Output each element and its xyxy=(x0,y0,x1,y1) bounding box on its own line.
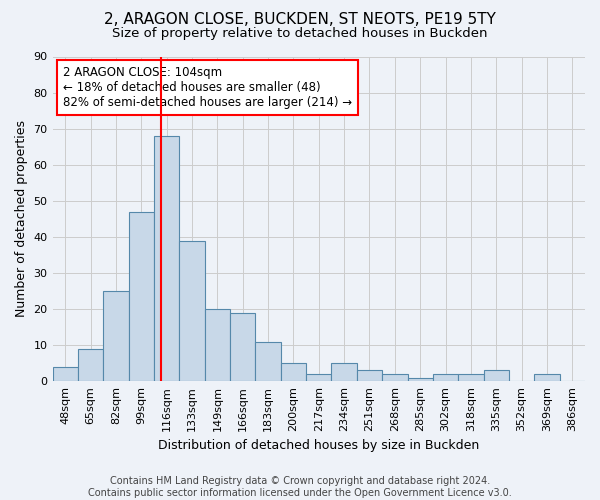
Text: Size of property relative to detached houses in Buckden: Size of property relative to detached ho… xyxy=(112,28,488,40)
Bar xyxy=(407,378,433,382)
Bar xyxy=(179,240,205,382)
Bar xyxy=(205,309,230,382)
Bar xyxy=(331,364,357,382)
Bar xyxy=(78,349,103,382)
X-axis label: Distribution of detached houses by size in Buckden: Distribution of detached houses by size … xyxy=(158,440,479,452)
Bar xyxy=(484,370,509,382)
Bar xyxy=(53,367,78,382)
Bar xyxy=(534,374,560,382)
Bar xyxy=(382,374,407,382)
Bar xyxy=(357,370,382,382)
Bar xyxy=(230,312,256,382)
Bar xyxy=(103,291,128,382)
Bar xyxy=(458,374,484,382)
Bar xyxy=(154,136,179,382)
Text: 2, ARAGON CLOSE, BUCKDEN, ST NEOTS, PE19 5TY: 2, ARAGON CLOSE, BUCKDEN, ST NEOTS, PE19… xyxy=(104,12,496,28)
Bar xyxy=(281,364,306,382)
Y-axis label: Number of detached properties: Number of detached properties xyxy=(15,120,28,318)
Bar xyxy=(433,374,458,382)
Text: 2 ARAGON CLOSE: 104sqm
← 18% of detached houses are smaller (48)
82% of semi-det: 2 ARAGON CLOSE: 104sqm ← 18% of detached… xyxy=(63,66,352,109)
Text: Contains HM Land Registry data © Crown copyright and database right 2024.
Contai: Contains HM Land Registry data © Crown c… xyxy=(88,476,512,498)
Bar xyxy=(256,342,281,382)
Bar xyxy=(306,374,331,382)
Bar xyxy=(128,212,154,382)
